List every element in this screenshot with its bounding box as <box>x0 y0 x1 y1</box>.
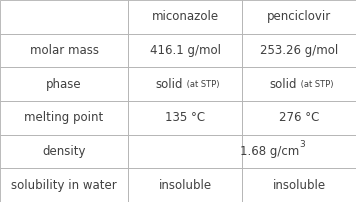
Text: phase: phase <box>46 78 82 91</box>
Bar <box>242 0 356 34</box>
Text: (at STP): (at STP) <box>184 80 220 89</box>
Bar <box>242 67 356 101</box>
Text: 135 °C: 135 °C <box>165 111 205 124</box>
Text: 1.68 g/cm: 1.68 g/cm <box>240 145 299 158</box>
Text: melting point: melting point <box>25 111 104 124</box>
Text: 416.1 g/mol: 416.1 g/mol <box>150 44 221 57</box>
Bar <box>128 168 242 202</box>
Text: 3: 3 <box>299 140 305 149</box>
Text: insoluble: insoluble <box>158 179 212 192</box>
Text: 276 °C: 276 °C <box>279 111 319 124</box>
Bar <box>0 67 128 101</box>
Bar <box>242 34 356 67</box>
Text: miconazole: miconazole <box>152 10 219 23</box>
Bar <box>128 0 242 34</box>
Bar <box>0 0 128 34</box>
Text: (at STP): (at STP) <box>298 80 334 89</box>
Text: penciclovir: penciclovir <box>267 10 331 23</box>
Bar <box>242 168 356 202</box>
Bar <box>0 135 128 168</box>
Bar <box>242 135 356 168</box>
Bar <box>128 34 242 67</box>
Text: insoluble: insoluble <box>272 179 326 192</box>
Text: solid: solid <box>270 78 297 91</box>
Bar <box>128 101 242 135</box>
Bar <box>0 34 128 67</box>
Bar <box>0 168 128 202</box>
Bar <box>242 101 356 135</box>
Bar <box>128 135 242 168</box>
Text: solid: solid <box>156 78 183 91</box>
Text: 253.26 g/mol: 253.26 g/mol <box>260 44 338 57</box>
Text: molar mass: molar mass <box>30 44 99 57</box>
Bar <box>128 67 242 101</box>
Text: solubility in water: solubility in water <box>11 179 117 192</box>
Bar <box>0 101 128 135</box>
Text: density: density <box>42 145 86 158</box>
